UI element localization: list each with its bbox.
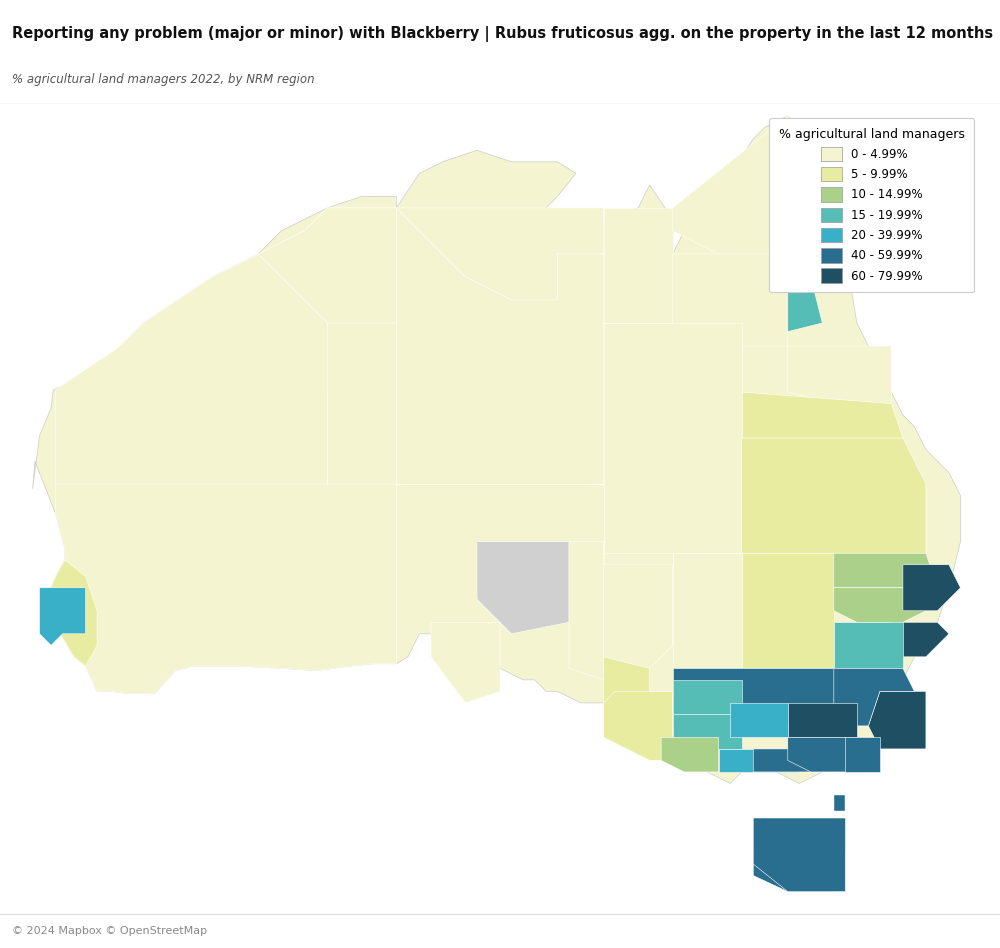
Polygon shape [834,668,914,726]
Polygon shape [604,657,650,702]
Polygon shape [753,818,845,852]
Polygon shape [742,392,903,438]
Polygon shape [604,208,673,323]
Legend: 0 - 4.99%, 5 - 9.99%, 10 - 14.99%, 15 - 19.99%, 20 - 39.99%, 40 - 59.99%, 60 - 7: 0 - 4.99%, 5 - 9.99%, 10 - 14.99%, 15 - … [769,118,974,292]
Polygon shape [753,852,845,892]
Polygon shape [834,554,937,588]
Polygon shape [40,588,86,646]
Polygon shape [56,254,327,484]
Polygon shape [753,277,822,335]
Polygon shape [719,749,799,772]
Polygon shape [834,588,926,622]
Text: % agricultural land managers 2022, by NRM region: % agricultural land managers 2022, by NR… [12,73,315,86]
Polygon shape [477,541,569,634]
Polygon shape [673,680,742,715]
Polygon shape [742,438,926,554]
Polygon shape [569,541,604,680]
Polygon shape [396,208,604,484]
Polygon shape [673,554,742,668]
Polygon shape [44,560,97,666]
Polygon shape [673,715,742,749]
Text: Reporting any problem (major or minor) with Blackberry | Rubus fruticosus agg. o: Reporting any problem (major or minor) w… [12,26,993,42]
Polygon shape [834,795,845,811]
Polygon shape [661,738,719,772]
Polygon shape [33,116,960,783]
Polygon shape [56,208,396,484]
Polygon shape [845,738,880,772]
Polygon shape [788,346,891,404]
Polygon shape [396,208,604,300]
Text: © 2024 Mapbox © OpenStreetMap: © 2024 Mapbox © OpenStreetMap [12,926,207,936]
Polygon shape [834,622,903,668]
Polygon shape [604,565,673,691]
Polygon shape [788,738,868,772]
Polygon shape [258,208,396,323]
Polygon shape [604,691,673,760]
Polygon shape [673,668,834,726]
Polygon shape [891,622,949,657]
Polygon shape [673,254,811,346]
Polygon shape [868,691,926,749]
Polygon shape [742,554,834,668]
Polygon shape [753,818,845,892]
Polygon shape [604,323,742,554]
Polygon shape [903,565,960,611]
Polygon shape [788,702,857,738]
Polygon shape [396,484,673,565]
Polygon shape [431,622,500,702]
Polygon shape [44,484,396,694]
Polygon shape [730,702,788,738]
Polygon shape [753,749,834,772]
Polygon shape [673,116,834,254]
